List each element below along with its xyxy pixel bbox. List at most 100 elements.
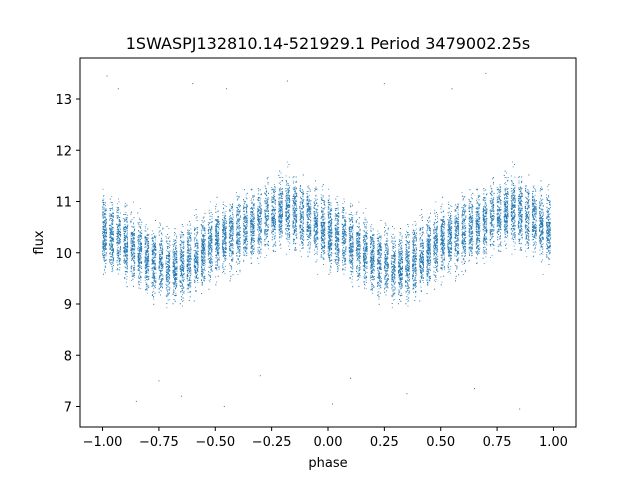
data-point — [153, 244, 155, 246]
data-point — [229, 210, 231, 211]
data-point — [272, 221, 274, 223]
data-point — [188, 255, 190, 257]
data-point — [415, 223, 417, 225]
data-point — [533, 208, 535, 210]
data-point — [328, 227, 330, 229]
data-point — [394, 236, 396, 238]
data-point — [245, 203, 247, 205]
data-point — [210, 244, 212, 246]
data-point — [280, 212, 281, 214]
data-point — [315, 245, 317, 247]
data-point — [153, 274, 155, 276]
data-point — [146, 278, 148, 280]
data-point — [539, 220, 541, 222]
data-point — [337, 232, 338, 233]
data-point — [146, 276, 148, 277]
data-point — [363, 264, 365, 266]
data-point — [434, 228, 436, 230]
data-point — [245, 221, 247, 223]
data-point — [232, 209, 234, 211]
data-point — [271, 202, 273, 203]
data-point — [109, 252, 111, 254]
data-point — [257, 238, 259, 240]
data-point — [180, 261, 182, 263]
data-point — [316, 198, 318, 200]
data-point — [209, 228, 211, 230]
data-point — [507, 210, 509, 212]
data-point — [470, 235, 472, 237]
data-point — [370, 282, 372, 284]
data-point — [162, 267, 164, 269]
data-point — [328, 201, 330, 203]
data-point — [510, 211, 512, 212]
data-point — [496, 210, 498, 211]
data-point — [540, 246, 542, 248]
data-point — [217, 220, 219, 222]
data-point — [505, 207, 507, 209]
data-point — [112, 269, 114, 271]
data-point — [387, 274, 389, 276]
data-point — [506, 193, 508, 195]
data-point — [442, 257, 444, 259]
data-point — [484, 196, 486, 198]
data-point — [401, 237, 403, 239]
data-point — [285, 215, 287, 217]
data-point — [309, 222, 311, 224]
data-point — [365, 228, 367, 229]
data-point — [127, 250, 129, 252]
data-point — [102, 221, 104, 223]
data-point — [535, 203, 537, 205]
data-point — [189, 237, 191, 239]
data-point — [384, 257, 386, 259]
data-point — [440, 225, 442, 227]
data-point — [162, 249, 164, 251]
data-point — [443, 245, 445, 247]
data-point — [103, 236, 105, 238]
data-point — [252, 215, 254, 217]
data-point — [356, 266, 357, 268]
data-point — [343, 243, 344, 245]
data-point — [520, 243, 522, 245]
data-point — [406, 265, 408, 267]
data-point — [190, 245, 192, 247]
data-point — [541, 194, 542, 196]
data-point — [215, 225, 217, 227]
data-point — [458, 216, 460, 218]
data-point — [471, 208, 473, 210]
data-point — [189, 287, 191, 289]
data-point — [412, 237, 414, 239]
data-point — [252, 195, 254, 197]
data-point — [470, 228, 472, 230]
data-point — [315, 246, 316, 248]
data-point — [292, 207, 294, 209]
data-point — [314, 220, 316, 222]
data-point — [287, 206, 288, 208]
data-point — [505, 247, 507, 249]
data-point — [215, 219, 217, 221]
data-point — [103, 224, 104, 226]
data-point — [512, 236, 514, 238]
data-point — [455, 210, 457, 212]
data-point — [505, 212, 507, 214]
data-point — [137, 237, 139, 238]
data-point — [264, 211, 266, 213]
data-point — [152, 274, 154, 276]
data-point — [286, 230, 288, 231]
data-point — [364, 240, 366, 241]
data-point — [321, 207, 323, 209]
data-point — [253, 242, 255, 243]
data-point — [260, 256, 261, 258]
data-point — [161, 274, 163, 276]
data-point — [394, 282, 396, 284]
data-point — [232, 216, 234, 218]
data-point — [258, 217, 260, 219]
data-point — [244, 201, 246, 202]
data-point — [279, 207, 281, 209]
data-point — [384, 251, 386, 253]
data-point — [260, 205, 262, 207]
data-point — [513, 233, 515, 235]
data-point — [160, 252, 162, 253]
data-point — [299, 209, 301, 211]
data-point — [112, 215, 113, 217]
data-point — [336, 229, 338, 231]
